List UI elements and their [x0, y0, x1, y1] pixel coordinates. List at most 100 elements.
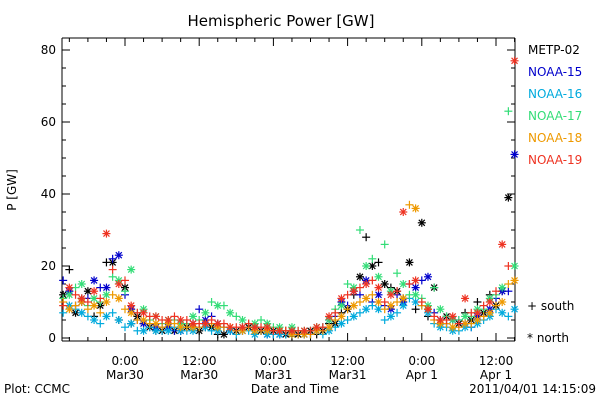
south-point: [380, 316, 389, 324]
north-point: [139, 326, 148, 335]
south-point: [244, 319, 253, 328]
north-point: [473, 308, 482, 317]
north-point: [485, 298, 494, 306]
x-tick-label-date: Apr 1: [406, 368, 438, 382]
north-point: [436, 305, 445, 314]
north-point: [473, 316, 482, 324]
north-point: [362, 280, 371, 288]
north-point: [498, 308, 507, 317]
north-point: [275, 326, 284, 335]
south-point: [362, 233, 371, 242]
south-point: [343, 305, 352, 314]
north-point: [127, 301, 136, 310]
north-point: [151, 326, 160, 335]
plot-timestamp: 2011/04/01 14:15:09: [469, 382, 596, 396]
south-point: [355, 290, 364, 299]
y-tick-label: 60: [41, 115, 56, 129]
north-point: [102, 229, 111, 238]
south-point: [108, 254, 117, 263]
north-point: [510, 305, 519, 314]
north-point: [461, 294, 470, 303]
north-point: [213, 319, 222, 328]
south-point: [355, 283, 364, 292]
plot-axes: [61, 37, 516, 342]
south-point: [59, 276, 68, 285]
north-point: [368, 262, 377, 270]
north-point: [374, 290, 383, 299]
north-point: [114, 294, 123, 303]
x-tick-label-date: Apr 1: [480, 368, 512, 382]
north-point: [411, 298, 420, 306]
north-point: [213, 301, 222, 310]
north-point: [485, 308, 494, 317]
north-point: [83, 287, 92, 296]
north-point: [90, 301, 99, 310]
north-point: [90, 276, 99, 285]
south-point: [355, 308, 364, 317]
south-point: [479, 312, 488, 321]
south-point: [83, 312, 92, 321]
y-ticks: 0 20 40 60 80: [41, 43, 515, 345]
y-tick-label: 20: [41, 259, 56, 273]
north-point: [90, 316, 99, 324]
south-point: [393, 298, 402, 306]
x-tick-label-time: 0:00: [260, 354, 287, 368]
south-point: [504, 262, 513, 270]
south-point: [393, 287, 402, 296]
north-point: [127, 265, 136, 274]
north-point: [151, 319, 160, 328]
x-tick-label-time: 12:00: [330, 354, 365, 368]
north-point: [349, 312, 358, 321]
south-point: [65, 265, 74, 274]
north-point: [504, 193, 513, 202]
south-point: [405, 280, 414, 288]
south-point: [108, 272, 117, 281]
north-point: [411, 290, 420, 299]
south-point: [368, 290, 377, 299]
north-point: [102, 298, 111, 306]
south-point: [108, 290, 117, 299]
north-point: [151, 312, 160, 321]
north-point: [337, 294, 346, 303]
south-point: [59, 308, 68, 317]
south-point: [454, 319, 463, 328]
north-point: [337, 301, 346, 310]
south-point: [195, 305, 204, 314]
north-point: [498, 240, 507, 249]
north-point: [226, 323, 235, 332]
south-point: [331, 308, 340, 317]
north-point: [226, 308, 235, 317]
south-point: [71, 290, 80, 299]
north-point: [300, 326, 309, 335]
north-point: [399, 301, 408, 310]
north-point: [102, 283, 111, 292]
north-point: [411, 204, 420, 213]
north-point: [263, 323, 272, 332]
north-point: [386, 312, 395, 321]
north-point: [399, 280, 408, 288]
south-point: [473, 298, 482, 306]
x-tick-label-date: Mar31: [329, 368, 367, 382]
x-axis-label: Date and Time: [251, 382, 339, 396]
south-point: [355, 298, 364, 306]
north-point: [362, 262, 371, 270]
south-point: [430, 312, 439, 321]
south-point: [430, 283, 439, 292]
south-point: [355, 226, 364, 234]
north-point: [164, 316, 173, 324]
south-point: [479, 301, 488, 310]
south-point: [207, 298, 216, 306]
north-point: [90, 287, 99, 296]
north-point: [417, 218, 426, 227]
south-point: [343, 316, 352, 324]
north-point: [498, 283, 507, 292]
north-point: [448, 312, 457, 321]
north-point: [164, 326, 173, 335]
south-point: [96, 308, 105, 317]
north-point: [102, 290, 111, 299]
north-point: [176, 323, 185, 332]
south-point: [121, 305, 129, 314]
south-point: [368, 254, 377, 263]
south-point: [405, 200, 414, 209]
